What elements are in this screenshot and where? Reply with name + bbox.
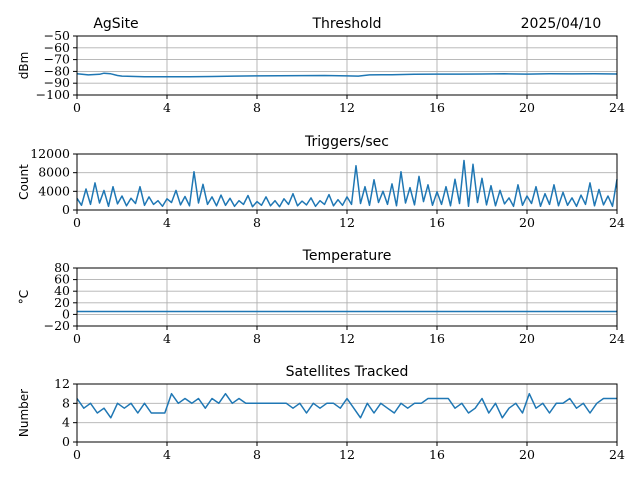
threshold-chart: Threshold 0 4 8 12 16 20 24 −100−90−80−70−60−50 d… [17,16,625,115]
threshold-xtick-label: 12 [339,100,355,115]
threshold-ytick-label: −100 [36,87,70,102]
threshold-ylabel: dBm [17,52,31,80]
temperature-xtick-label: 16 [429,331,445,346]
threshold-ytick-label: −70 [44,52,70,67]
threshold-ytick-label: −50 [44,28,70,43]
temperature-xtick-label: 24 [609,331,625,346]
triggers-xtick-label: 8 [253,215,261,230]
triggers-title: Triggers/sec [304,134,389,150]
threshold-xtick-label: 8 [253,100,261,115]
threshold-xtick-label: 20 [519,100,535,115]
triggers-xtick-label: 4 [163,215,171,230]
temperature-xtick-label: 20 [519,331,535,346]
satellites-xtick-label: 8 [253,447,261,462]
temperature-title: Temperature [302,248,392,264]
temperature-ylabel: °C [17,290,31,304]
temperature-ytick-label: 40 [54,283,70,298]
threshold-xtick-label: 24 [609,100,625,115]
site-label: AgSite [93,16,138,32]
satellites-title: Satellites Tracked [286,364,409,380]
triggers-xtick-label: 24 [609,215,625,230]
satellites-series-line [76,392,617,419]
triggers-ytick-label: 0 [62,202,70,217]
triggers-xtick-label: 12 [339,215,355,230]
threshold-title: Threshold [312,16,382,32]
triggers-ytick-label: 4000 [38,183,70,198]
satellites-ytick-label: 12 [54,376,70,391]
triggers-xtick-label: 20 [519,215,535,230]
temperature-ytick-label: 0 [62,306,70,321]
threshold-ytick-label: −90 [44,75,70,90]
temperature-xtick-label: 8 [253,331,261,346]
triggers-ytick-label: 8000 [38,165,70,180]
temperature-xtick-label: 4 [163,331,171,346]
satellites-ytick-label: 4 [62,415,70,430]
temperature-xtick-label: 0 [73,331,81,346]
triggers-xtick-label: 0 [73,215,81,230]
temperature-ytick-label: 80 [54,260,70,275]
chart-panels: Threshold 0 4 8 12 16 20 24 −100−90−80−70−60−50 d… [17,16,625,462]
temperature-ytick-label: 60 [54,272,70,287]
satellites-ylabel: Number [17,389,31,437]
temperature-ytick-label: 20 [54,295,70,310]
triggers-series-line [76,159,618,208]
threshold-xtick-label: 4 [163,100,171,115]
triggers-xtick-label: 16 [429,215,445,230]
satellites-xtick-label: 16 [429,447,445,462]
satellites-xtick-label: 0 [73,447,81,462]
threshold-series-line [76,72,618,78]
temperature-xtick-label: 12 [339,331,355,346]
satellites-xtick-label: 4 [163,447,171,462]
threshold-xtick-label: 16 [429,100,445,115]
satellites-xtick-label: 24 [609,447,625,462]
satellites-chart: Satellites Tracked 0 4 8 12 16 20 24 0 4 8 12 Number [17,364,625,462]
threshold-ytick-label: −80 [44,63,70,78]
triggers-ylabel: Count [17,164,31,200]
satellites-ytick-label: 8 [62,395,70,410]
triggers-chart: Triggers/sec 0 4 8 12 16 20 24 0 4000 8000 12000 Cou… [17,134,625,230]
temperature-ytick-label: −20 [44,318,70,333]
date-label: 2025/04/10 [521,16,602,32]
triggers-ytick-label: 12000 [30,146,70,161]
satellites-ytick-label: 0 [62,434,70,449]
satellites-xtick-label: 12 [339,447,355,462]
satellites-xtick-label: 20 [519,447,535,462]
threshold-ytick-label: −60 [44,40,70,55]
threshold-xtick-label: 0 [73,100,81,115]
